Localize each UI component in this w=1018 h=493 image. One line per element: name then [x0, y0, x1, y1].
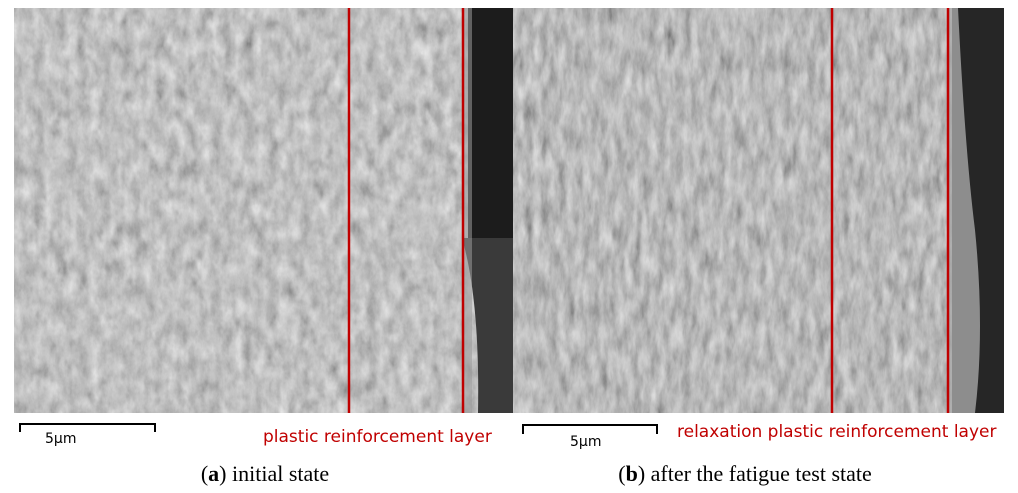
caption: (a) initial state: [201, 461, 329, 486]
scale-bar-label: 5μm: [570, 434, 601, 450]
layer-annotation: relaxation plastic reinforcement layer: [677, 422, 996, 442]
caption-paren: (: [618, 461, 625, 486]
scale-bar-label: 5μm: [45, 431, 76, 447]
caption-paren: (: [201, 461, 208, 486]
caption-label: a: [208, 461, 219, 486]
caption-text: ) initial state: [219, 461, 329, 486]
layer-annotation: plastic reinforcement layer: [263, 427, 492, 447]
figure: 5μm 5μm plastic reinforcement layer rela…: [0, 0, 1018, 493]
sem-image-b: [513, 8, 1004, 413]
scale-bar: [20, 424, 155, 432]
caption-label: b: [626, 461, 638, 486]
caption-text: ) after the fatigue test state: [638, 461, 872, 486]
caption: (b) after the fatigue test state: [618, 461, 872, 486]
sem-image-a: [14, 8, 513, 413]
scale-bar: [523, 425, 657, 434]
